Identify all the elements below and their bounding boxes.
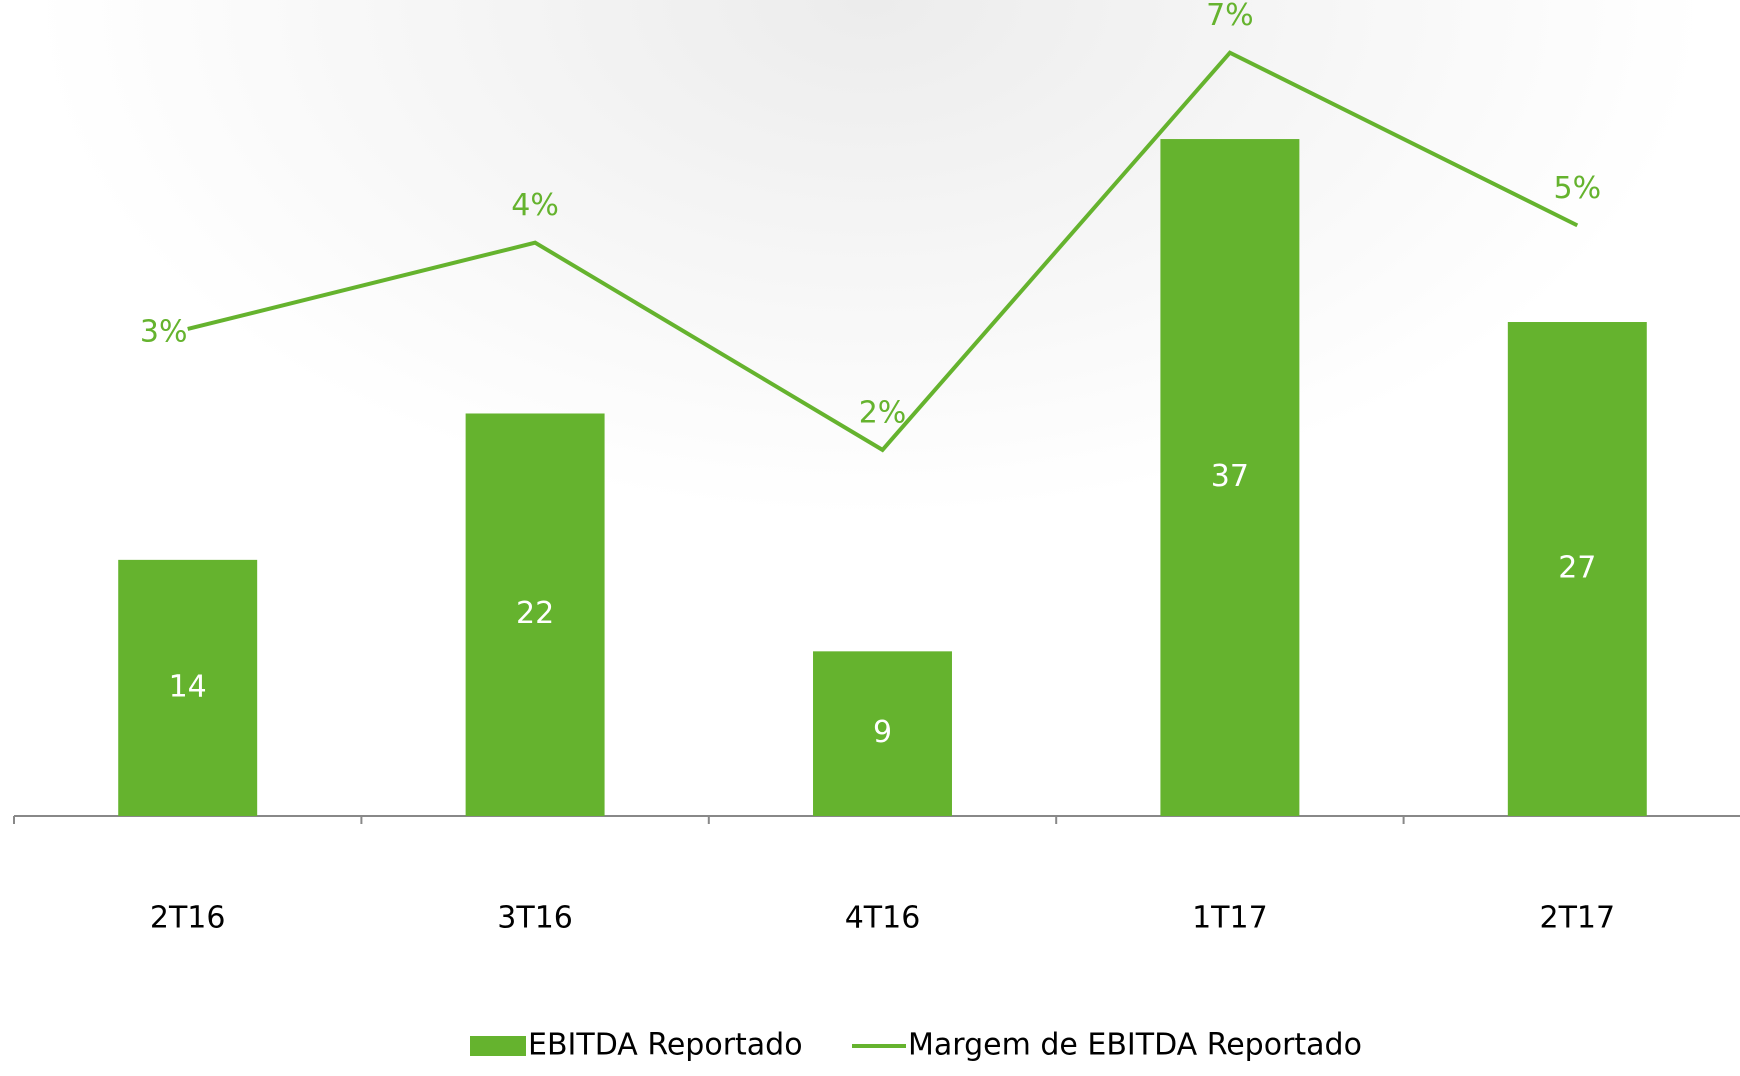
line-label: 7% — [1206, 0, 1254, 33]
x-tick-label: 1T17 — [1192, 901, 1268, 936]
x-tick-label: 4T16 — [845, 901, 921, 936]
line-label: 4% — [511, 188, 559, 223]
line-label: 2% — [859, 395, 907, 430]
bar — [465, 413, 605, 816]
bar — [118, 559, 258, 816]
bar-label: 9 — [873, 715, 892, 750]
x-tick-label: 2T17 — [1540, 901, 1616, 936]
legend-swatch — [470, 1036, 526, 1056]
legend-label: EBITDA Reportado — [528, 1028, 803, 1063]
bar-label: 37 — [1211, 459, 1249, 494]
bar-label: 14 — [169, 669, 207, 704]
bar-label: 22 — [516, 596, 554, 631]
bar — [813, 651, 952, 816]
bar — [1160, 139, 1300, 817]
legend-label: Margem de EBITDA Reportado — [908, 1028, 1362, 1063]
line — [187, 50, 1579, 453]
line-label: 3% — [140, 314, 188, 349]
line-label: 5% — [1554, 171, 1602, 206]
bar-label: 27 — [1558, 551, 1596, 586]
top-shadow — [270, 0, 1470, 16]
bar — [1507, 322, 1647, 816]
x-tick-label: 2T16 — [150, 901, 226, 936]
x-tick-label: 3T16 — [497, 901, 573, 936]
